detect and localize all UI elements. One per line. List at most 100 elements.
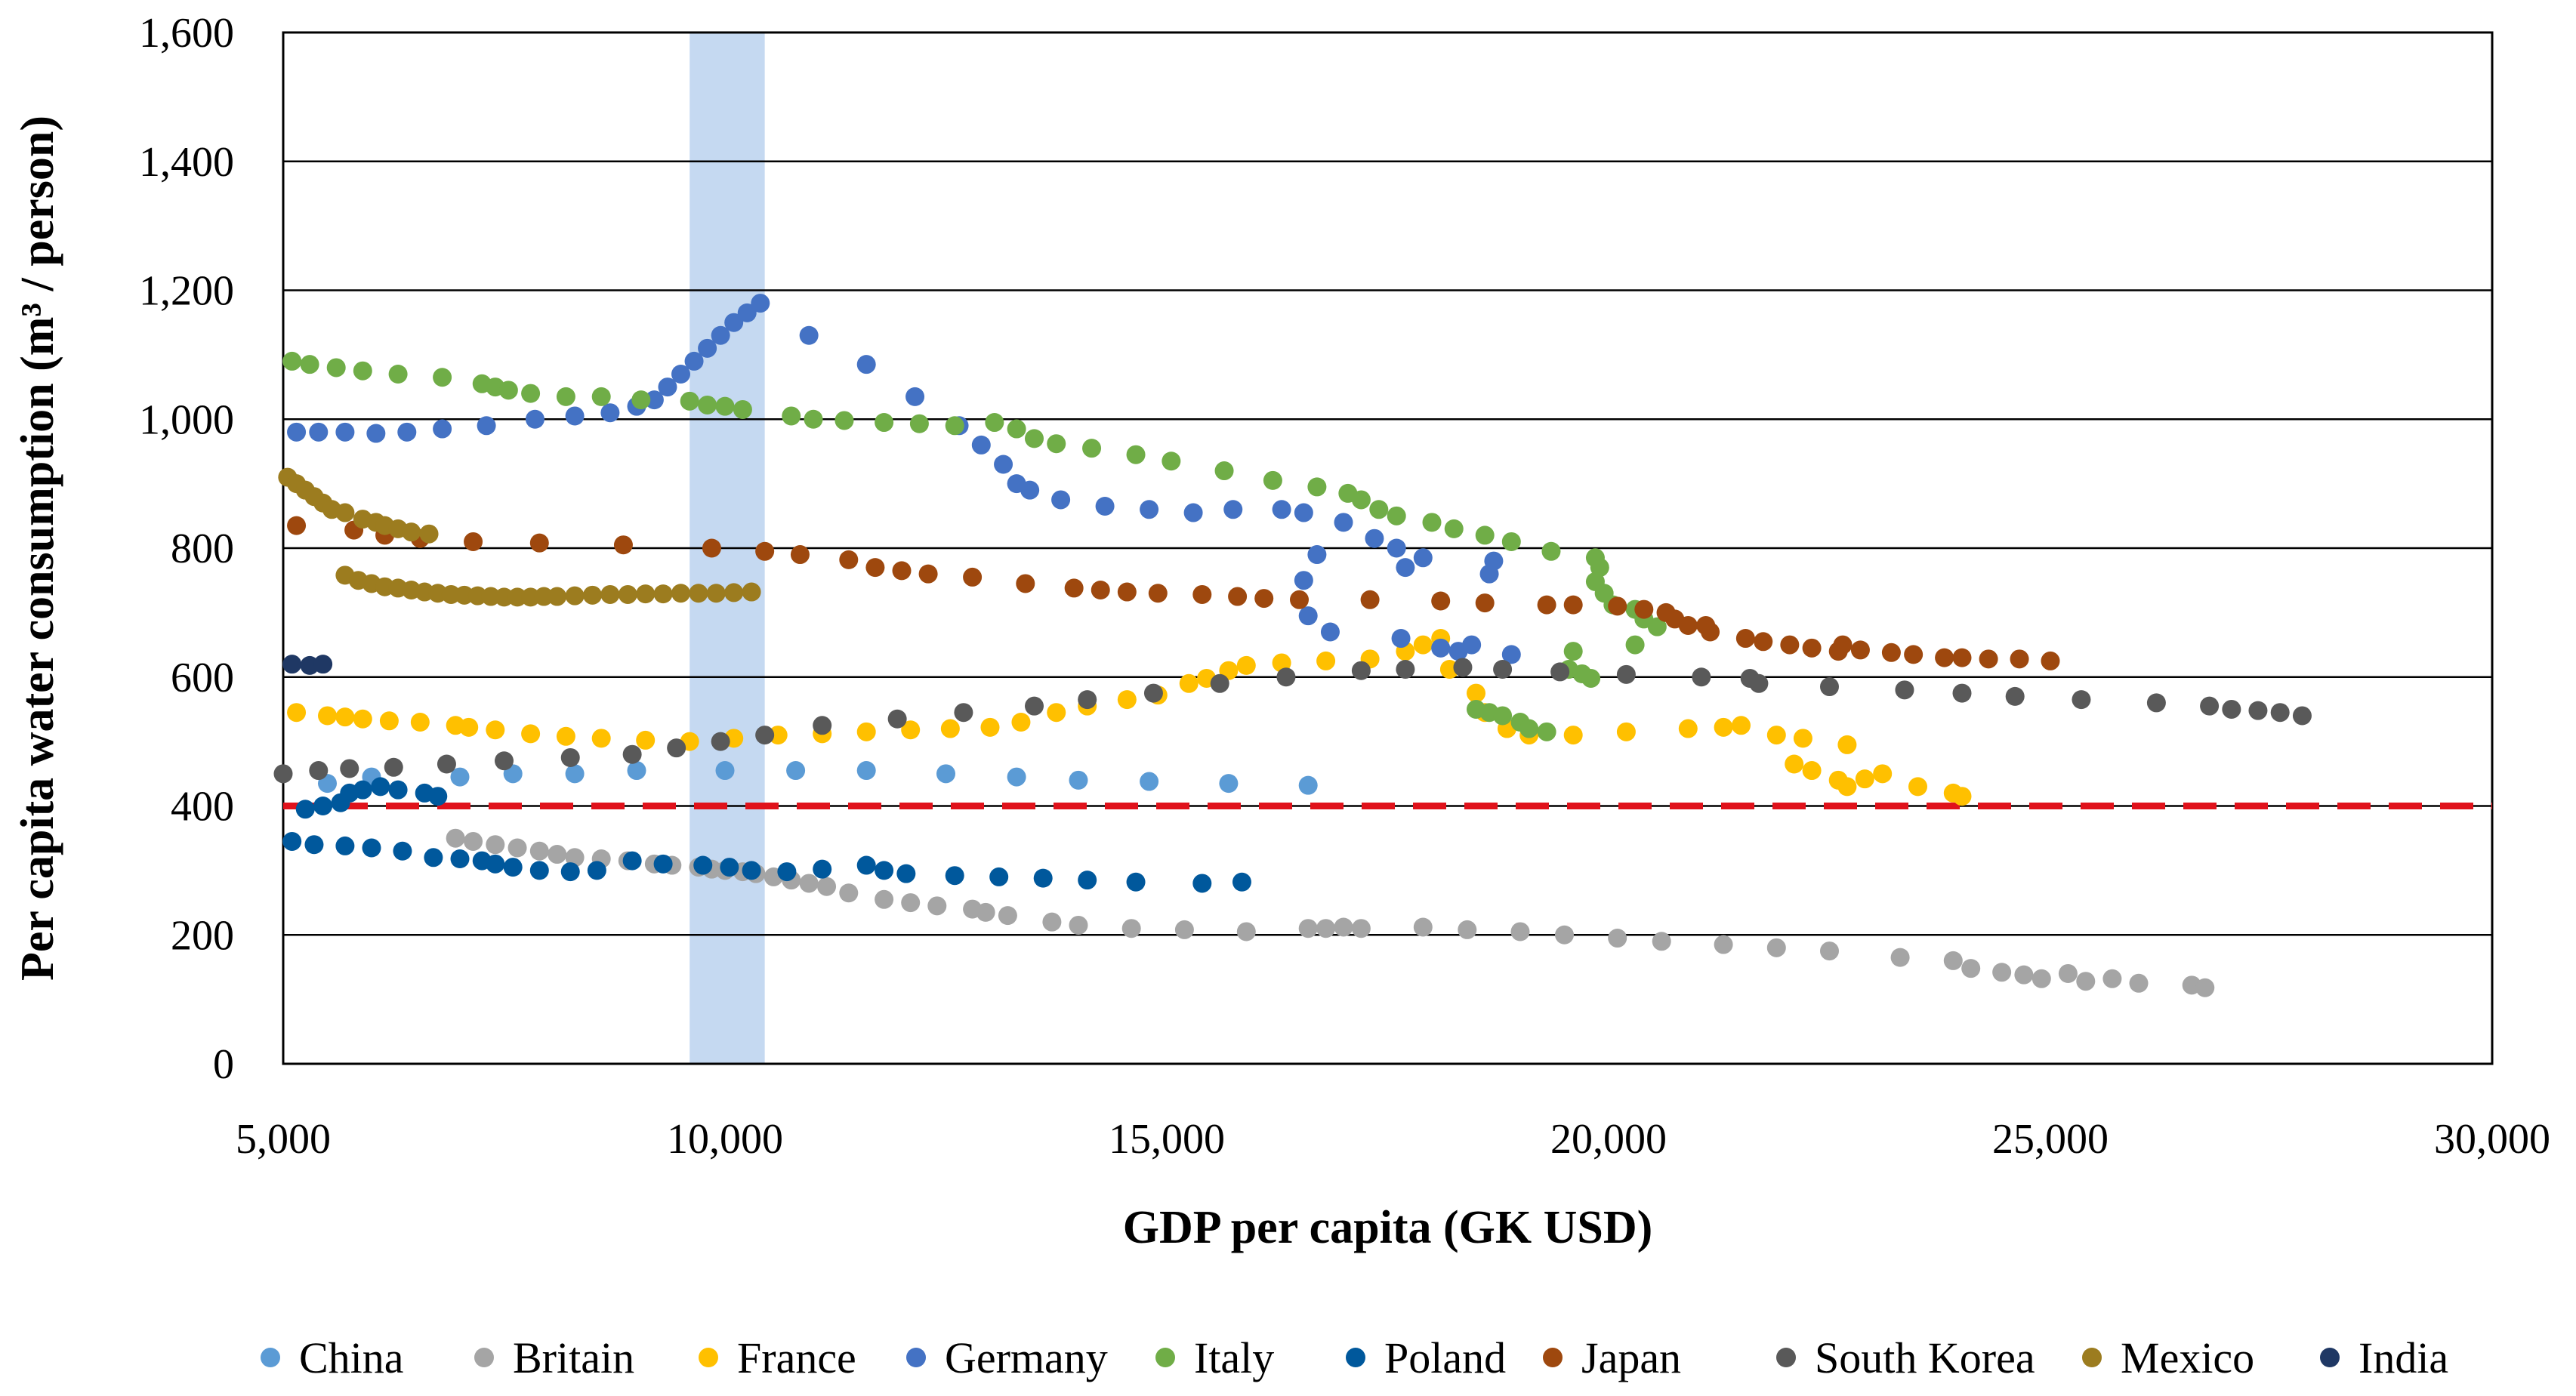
legend-label-italy: Italy: [1194, 1333, 1274, 1382]
data-point-britain: [1334, 917, 1353, 937]
data-point-germany: [1020, 480, 1040, 500]
data-point-britain: [1121, 919, 1141, 938]
data-points-group: [273, 294, 2312, 997]
data-point-germany: [1484, 551, 1504, 571]
data-point-italy: [1625, 635, 1645, 655]
data-point-china: [1219, 774, 1239, 794]
data-point-poland: [777, 862, 797, 882]
data-point-italy: [1082, 439, 1102, 458]
data-point-britain: [2102, 969, 2122, 988]
data-point-poland: [1232, 872, 1251, 892]
y-tick-label: 1,200: [139, 268, 234, 315]
data-point-japan: [2041, 651, 2060, 670]
data-point-france: [1766, 726, 1786, 745]
data-point-britain: [1714, 935, 1733, 954]
data-point-italy: [282, 351, 302, 371]
data-point-south-korea: [1692, 667, 1711, 687]
data-point-south-korea: [2222, 699, 2241, 719]
data-point-south-korea: [1820, 677, 1839, 697]
data-point-germany: [1298, 606, 1318, 626]
data-point-britain: [1890, 948, 1910, 967]
data-point-italy: [1541, 541, 1561, 561]
data-point-italy: [1047, 434, 1066, 454]
data-point-japan: [1634, 599, 1654, 619]
data-point-japan: [1754, 632, 1773, 652]
data-point-italy: [1444, 519, 1464, 538]
data-point-poland: [486, 854, 505, 874]
data-point-germany: [751, 294, 770, 313]
data-point-japan: [1735, 629, 1755, 649]
data-point-germany: [433, 419, 452, 439]
legend-label-germany: Germany: [945, 1333, 1108, 1382]
data-point-japan: [1290, 590, 1309, 609]
data-point-france: [856, 722, 876, 741]
data-point-poland: [371, 777, 390, 797]
data-point-germany: [1334, 513, 1353, 532]
x-axis-title: GDP per capita (GK USD): [1123, 1202, 1653, 1253]
x-tick-label: 20,000: [1550, 1116, 1667, 1163]
data-point-poland: [450, 849, 470, 869]
data-point-mexico: [618, 584, 637, 604]
data-point-poland: [362, 838, 381, 858]
data-point-south-korea: [2292, 706, 2312, 726]
legend-marker-germany: [906, 1348, 926, 1367]
data-point-germany: [684, 351, 704, 371]
data-point-italy: [1369, 500, 1389, 519]
data-point-poland: [1126, 872, 1146, 892]
data-point-south-korea: [2200, 696, 2220, 716]
y-tick-label: 0: [213, 1041, 234, 1088]
data-point-south-korea: [2005, 686, 2025, 706]
data-point-south-korea: [1550, 662, 1570, 682]
data-point-poland: [503, 858, 523, 877]
data-point-italy: [1475, 525, 1495, 545]
data-point-germany: [905, 387, 925, 406]
data-point-germany: [1320, 622, 1340, 642]
data-point-poland: [1033, 868, 1053, 888]
data-point-poland: [428, 787, 448, 806]
data-point-italy: [521, 384, 541, 403]
data-point-britain: [1298, 919, 1318, 938]
data-point-germany: [799, 325, 819, 345]
data-point-italy: [1537, 722, 1556, 741]
data-point-japan: [1678, 615, 1698, 635]
data-point-italy: [782, 406, 801, 426]
y-tick-labels-group: 0 200 400 600 800 1,000 1,200 1,400 1,600: [139, 10, 234, 1088]
data-point-france: [1413, 635, 1433, 655]
legend-label-japan: Japan: [1581, 1333, 1681, 1382]
data-point-france: [1011, 713, 1031, 732]
data-point-japan: [865, 558, 885, 578]
data-point-germany: [1387, 538, 1406, 558]
data-point-italy: [1387, 506, 1406, 525]
data-point-britain: [1069, 915, 1088, 935]
y-tick-label: 600: [171, 655, 234, 701]
data-point-japan: [918, 564, 938, 584]
data-point-poland: [742, 861, 761, 880]
data-point-south-korea: [1493, 660, 1513, 680]
data-point-japan: [1563, 595, 1583, 615]
data-point-france: [410, 713, 430, 732]
data-point-germany: [1183, 503, 1203, 522]
data-point-france: [1908, 777, 1927, 797]
data-point-germany: [644, 390, 664, 410]
data-point-germany: [600, 403, 620, 423]
data-point-south-korea: [1952, 683, 1972, 703]
data-point-south-korea: [2248, 701, 2268, 720]
data-point-poland: [335, 836, 355, 855]
data-point-italy: [1025, 429, 1044, 448]
plot-frame-group: [282, 31, 2494, 1065]
data-point-south-korea: [309, 761, 329, 781]
x-tick-label: 25,000: [1992, 1116, 2109, 1163]
data-point-japan: [2010, 649, 2029, 669]
data-point-italy: [985, 413, 1004, 433]
data-point-south-korea: [622, 744, 642, 764]
data-point-france: [1272, 653, 1291, 673]
data-point-south-korea: [2146, 693, 2166, 713]
data-point-mexico: [742, 582, 761, 602]
data-point-britain: [529, 841, 549, 861]
data-point-china: [565, 764, 585, 784]
data-point-japan: [839, 550, 859, 569]
data-point-germany: [1140, 500, 1159, 519]
data-point-britain: [1174, 920, 1194, 939]
data-point-france: [1837, 777, 1857, 797]
